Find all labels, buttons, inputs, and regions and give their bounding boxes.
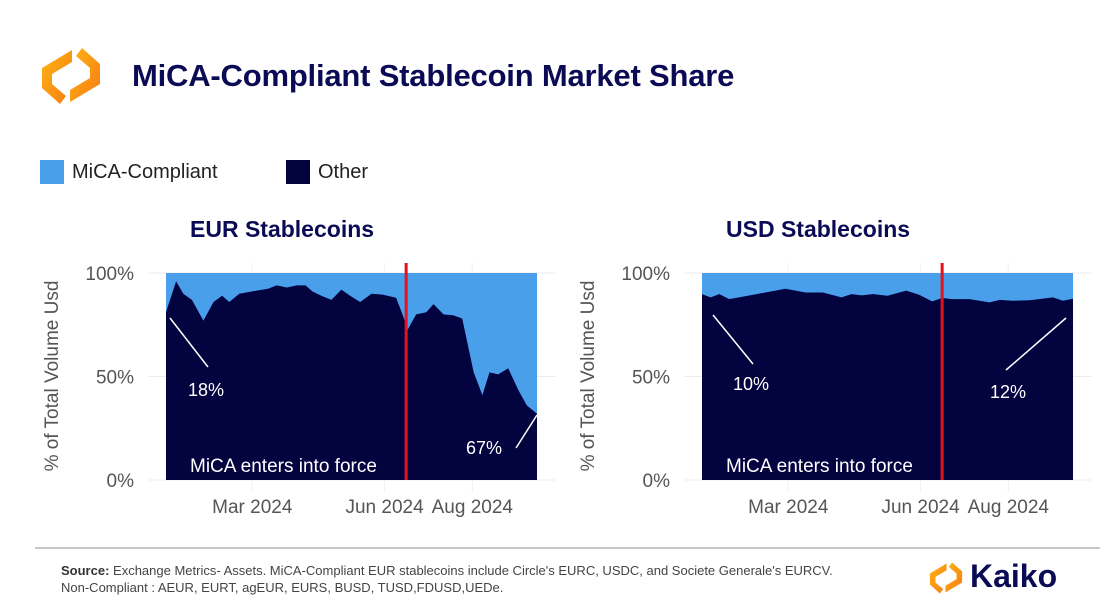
annotation-end: 12% <box>990 382 1026 402</box>
legend-swatch-other <box>286 160 310 184</box>
source-text: Exchange Metrics- Assets. MiCA-Compliant… <box>109 563 833 578</box>
annotation-leader-line <box>712 314 754 365</box>
annotation-leader-line <box>515 414 538 449</box>
footer-divider <box>35 547 1100 549</box>
usd-stablecoins-chart: % of Total Volume Usd 0% 50% 100% Mar 2024 J… <box>578 263 1092 518</box>
x-tick-label: Mar 2024 <box>748 497 829 518</box>
y-tick-label: 100% <box>621 264 670 285</box>
annotation-leader-line <box>169 317 209 368</box>
y-axis-label: % of Total Volume Usd <box>42 281 63 472</box>
annotation-start: 18% <box>188 380 224 400</box>
y-axis-label: % of Total Volume Usd <box>578 281 599 472</box>
page-title: MiCA-Compliant Stablecoin Market Share <box>132 58 735 93</box>
usd-chart-title: USD Stablecoins <box>726 216 911 242</box>
annotation-start: 10% <box>733 374 769 394</box>
event-label: MiCA enters into force <box>190 456 377 477</box>
x-tick-label: Mar 2024 <box>212 497 293 518</box>
x-tick-label: Jun 2024 <box>881 497 960 518</box>
y-tick-label: 0% <box>107 471 135 492</box>
y-tick-label: 50% <box>632 368 670 389</box>
legend-label-mica-compliant: MiCA-Compliant <box>72 161 218 183</box>
x-tick-label: Aug 2024 <box>432 497 514 518</box>
kaiko-logo-icon <box>42 48 100 104</box>
area-other <box>702 288 1073 480</box>
y-tick-label: 100% <box>85 264 134 285</box>
kaiko-footer-logo-icon <box>929 562 963 594</box>
x-tick-label: Jun 2024 <box>345 497 424 518</box>
y-tick-label: 50% <box>96 368 134 389</box>
kaiko-brand: Kaiko <box>970 558 1058 594</box>
x-tick-label: Aug 2024 <box>968 497 1050 518</box>
eur-stablecoins-chart: % of Total Volume Usd 0% 50% 100% Mar 2024 J… <box>42 263 556 518</box>
y-tick-label: 0% <box>643 471 671 492</box>
area-other <box>166 281 537 480</box>
non-compliant-note: Non-Compliant : AEUR, EURT, agEUR, EURS,… <box>61 580 504 595</box>
source-label: Source: <box>61 563 110 578</box>
legend-label-other: Other <box>318 161 369 183</box>
source-note: Source: Exchange Metrics- Assets. MiCA-C… <box>61 563 833 578</box>
annotation-end: 67% <box>466 438 502 458</box>
legend-swatch-mica-compliant <box>40 160 64 184</box>
eur-chart-title: EUR Stablecoins <box>190 216 375 242</box>
event-label: MiCA enters into force <box>726 456 913 477</box>
annotation-leader-line <box>1005 317 1067 371</box>
